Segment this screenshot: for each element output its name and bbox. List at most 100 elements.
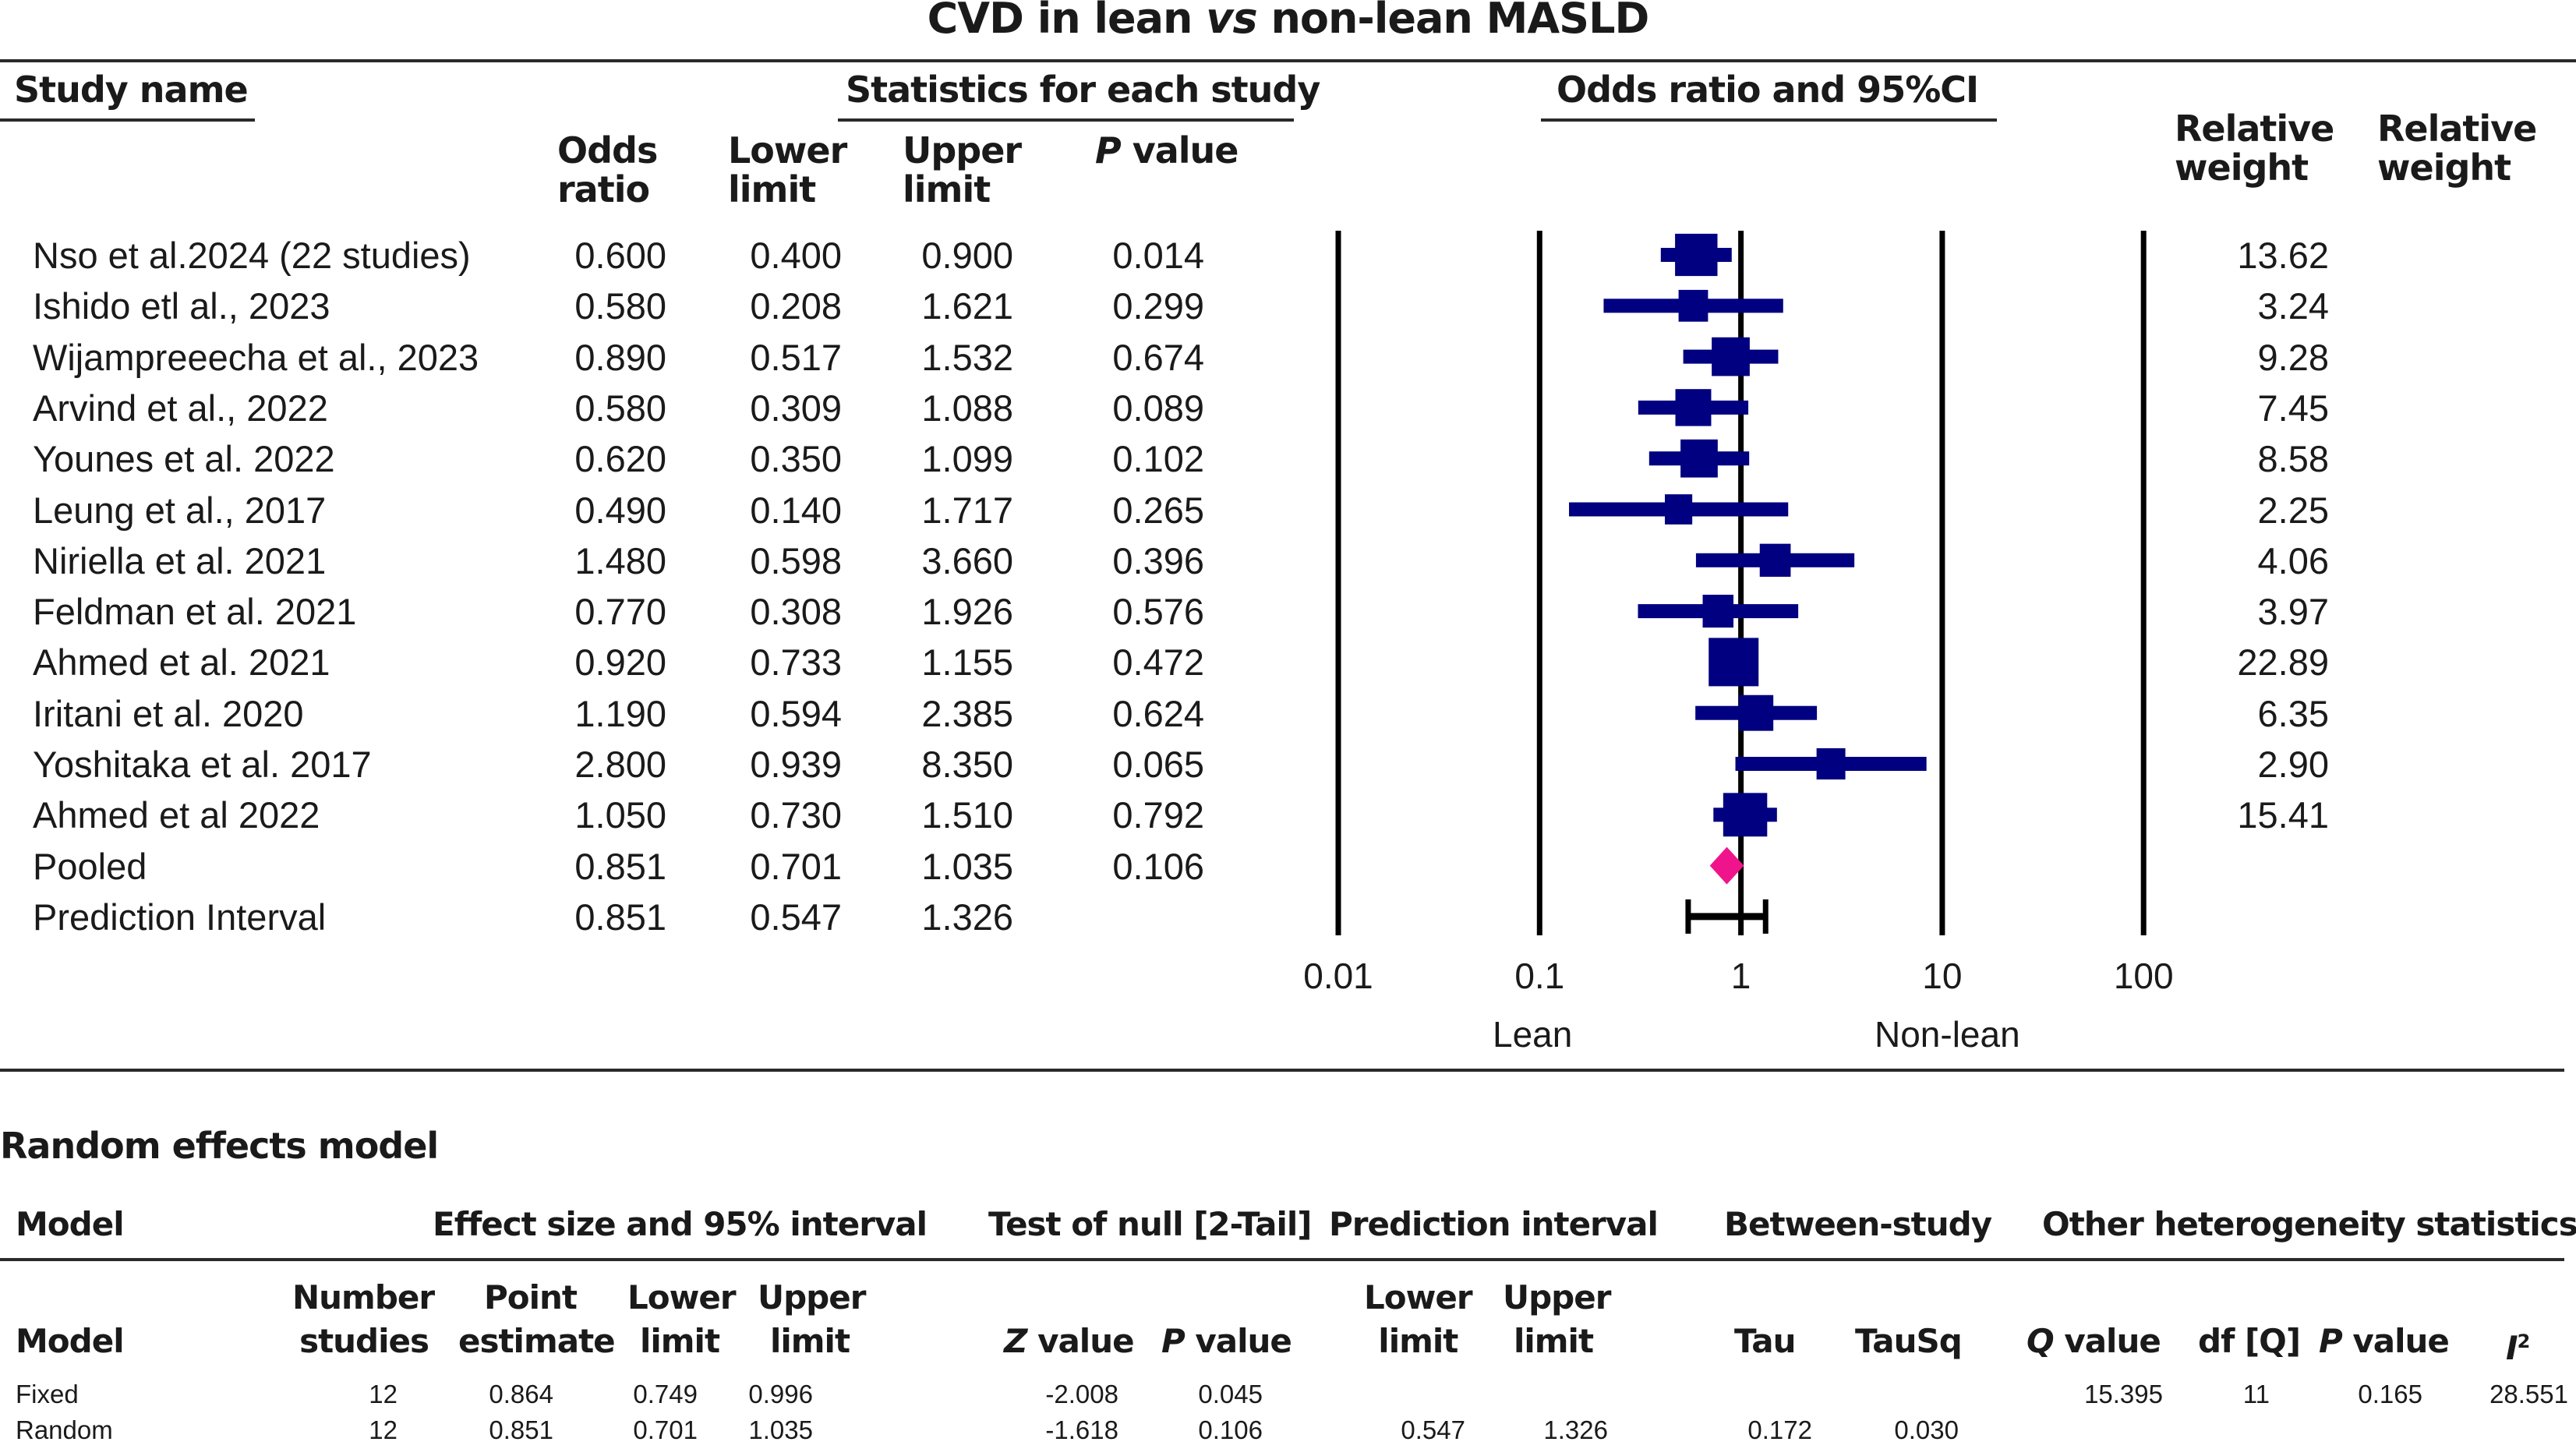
col-header-weight-2-l1: Relative [2377, 108, 2537, 150]
col-het-p-italic: P [2319, 1322, 2343, 1360]
col-tausq: TauSq [1855, 1322, 1963, 1360]
cell-p: 0.472 [1112, 641, 1204, 684]
cell-name: Niriella et al. 2021 [33, 539, 327, 581]
col-het-p-label: value [2341, 1322, 2450, 1360]
col-header-weight-1-l2: weight [2175, 147, 2309, 189]
col-pi-upper: Upper limit [1503, 1276, 1611, 1363]
cell-name: Feldman et al. 2021 [33, 591, 357, 633]
cell-upper: 1.510 [921, 794, 1013, 836]
title-part-2: non-lean MASLD [1256, 0, 1649, 43]
cell-p: 0.106 [1112, 845, 1204, 887]
cell-lower: 0.208 [750, 285, 842, 327]
cell-name: Younes et al. 2022 [33, 438, 335, 480]
col-q-value: Q value [2027, 1320, 2161, 1363]
cell-upper: 1.532 [921, 336, 1013, 378]
cell-weight: 7.45 [2257, 387, 2329, 429]
col-i2: I2 [2506, 1320, 2531, 1370]
cell-weight: 3.97 [2257, 591, 2329, 633]
cell-lower: 0.939 [750, 744, 842, 785]
col-header-upper-l2: limit [903, 168, 991, 210]
cell-upper: 3.660 [921, 539, 1013, 581]
cell-weight: 13.62 [2237, 235, 2329, 276]
col-number-studies: Number studies [292, 1276, 435, 1363]
group-header-model: Model [16, 1205, 125, 1243]
cell-p: 0.102 [1112, 438, 1204, 480]
cell-weight: 8.58 [2257, 438, 2329, 480]
summary-cell-n: 12 [369, 1380, 398, 1408]
cell-upper: 1.088 [921, 387, 1013, 429]
col-header-odds-ratio-l1: Odds [557, 129, 658, 171]
summary-cell-pi_upper: 1.326 [1543, 1415, 1608, 1444]
cell-name: Yoshitaka et al. 2017 [33, 744, 372, 785]
summary-cell-tausq: 0.030 [1894, 1415, 1959, 1444]
group-header-null-test: Test of null [2-Tail] [988, 1205, 1312, 1243]
pooled-diamond [1709, 846, 1744, 885]
cell-or: 1.480 [574, 539, 666, 581]
x-tick-label: 100 [2113, 956, 2174, 996]
col-lower-limit-l1: Lower [627, 1278, 737, 1316]
col-upper-limit-l2: limit [770, 1322, 850, 1360]
cell-weight: 22.89 [2237, 641, 2329, 684]
col-i2-sup: 2 [2517, 1331, 2531, 1352]
summary-cell-z: -1.618 [1045, 1415, 1118, 1444]
cell-or: 0.851 [574, 845, 666, 887]
col-pi-lower-l1: Lower [1364, 1278, 1473, 1316]
cell-or: 2.800 [574, 744, 666, 785]
summary-cell-het_p: 0.165 [2358, 1380, 2422, 1408]
col-point-estimate-l2: estimate [458, 1322, 616, 1360]
cell-upper: 1.155 [921, 641, 1013, 684]
study-marker [1675, 233, 1718, 277]
cell-weight: 15.41 [2237, 794, 2329, 836]
col-z-label: value [1027, 1322, 1135, 1360]
col-header-upper-l1: Upper [903, 129, 1022, 171]
cell-upper: 2.385 [921, 692, 1013, 734]
cell-upper: 1.099 [921, 438, 1013, 480]
study-marker [1664, 494, 1693, 525]
study-marker [1680, 439, 1718, 478]
study-marker [1708, 638, 1759, 687]
col-number-studies-l1: Number [292, 1278, 435, 1316]
col-model: Model [16, 1322, 125, 1360]
cell-lower: 0.733 [750, 641, 842, 684]
col-upper-limit-l1: Upper [758, 1278, 866, 1316]
cell-name: Ahmed et al 2022 [33, 794, 320, 836]
summary-cell-model: Fixed [16, 1380, 79, 1408]
col-p-label: value [1184, 1322, 1292, 1360]
cell-weight: 2.25 [2257, 489, 2329, 531]
cell-lower: 0.594 [750, 692, 842, 734]
col-header-lower: Lower limit [728, 129, 847, 209]
study-marker [1816, 747, 1846, 780]
summary-cell-point: 0.851 [489, 1415, 553, 1444]
cell-p: 0.792 [1112, 794, 1204, 836]
col-q-italic: Q [2027, 1322, 2055, 1360]
col-header-p-label: value [1120, 129, 1239, 171]
cell-or: 0.851 [574, 896, 666, 938]
col-header-p-italic: P [1095, 129, 1122, 171]
col-header-p-value: P value [1095, 129, 1239, 171]
cell-upper: 8.350 [921, 744, 1013, 785]
summary-cell-point: 0.864 [489, 1380, 553, 1408]
cell-p: 0.624 [1112, 692, 1204, 734]
cell-upper: 1.326 [921, 896, 1013, 938]
col-tau: Tau [1734, 1322, 1796, 1360]
cell-weight: 4.06 [2257, 539, 2329, 581]
cell-lower: 0.350 [750, 438, 842, 480]
summary-cell-lower: 0.749 [633, 1380, 698, 1408]
cell-or: 0.580 [574, 285, 666, 327]
cell-lower: 0.140 [750, 489, 842, 531]
col-header-lower-l1: Lower [728, 129, 847, 171]
summary-cell-n: 12 [369, 1415, 398, 1444]
group-header-between: Between-study [1724, 1205, 1992, 1243]
summary-title: Random effects model [0, 1125, 439, 1167]
col-p-value: P value [1161, 1320, 1292, 1363]
cell-or: 1.050 [574, 794, 666, 836]
study-marker [1723, 793, 1768, 837]
cell-lower: 0.547 [750, 896, 842, 938]
col-pi-upper-l1: Upper [1503, 1278, 1611, 1316]
cell-name: Nso et al.2024 (22 studies) [33, 235, 471, 276]
study-marker [1678, 289, 1708, 322]
summary-cell-tau: 0.172 [1747, 1415, 1812, 1444]
group-header-prediction: Prediction interval [1329, 1205, 1659, 1243]
underline-study-name [0, 118, 255, 122]
